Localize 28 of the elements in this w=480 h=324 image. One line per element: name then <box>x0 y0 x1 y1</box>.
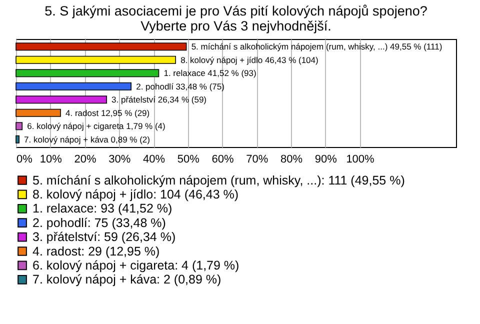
x-tick-label: 10% <box>40 154 62 166</box>
x-tick-label: 50% <box>177 154 200 166</box>
data-label: 4. radost 12,95 % (29) <box>66 108 150 118</box>
legend-label: 5. míchání s alkoholickým nápojem (rum, whisky, ...): 111 (49,55 %) <box>32 173 405 188</box>
x-tick-label: 20% <box>74 154 96 166</box>
x-tick-label: 40% <box>142 154 166 166</box>
legend-label: 6. kolový nápoj + cigareta: 4 (1,79 %) <box>32 258 240 272</box>
data-label: 7. kolový nápoj + káva 0,89 % (2) <box>24 134 150 144</box>
data-label: 2. pohodlí 33,48 % (75) <box>136 81 225 92</box>
legend-label: 4. radost: 29 (12,95 %) <box>32 244 160 258</box>
x-tick-label: 60% <box>212 154 234 166</box>
x-tick-label: 0% <box>16 154 33 166</box>
legend-label: 2. pohodlí: 75 (33,48 %) <box>32 216 166 230</box>
x-tick-label: 70% <box>246 154 268 166</box>
legend-label: 8. kolový nápoj + jídlo: 104 (46,43 %) <box>32 187 239 202</box>
legend-label: 3. přátelství: 59 (26,34 %) <box>32 230 176 244</box>
legend-label: 1. relaxace: 93 (41,52 %) <box>32 202 172 216</box>
data-label: 1. relaxace 41,52 % (93) <box>164 68 256 78</box>
data-label: 6. kolový nápoj + cigareta 1,79 % (4) <box>27 121 166 132</box>
chart-title: 5. S jakými asociacemi je pro Vás pití kolových nápojů spojeno? Vyberte pro Vás 3 nejvhodnější. <box>44 4 428 34</box>
data-label: 3. přátelství 26,34 % (59) <box>112 94 207 105</box>
x-tick-label: 30% <box>108 154 131 166</box>
x-tick-label: 90% <box>314 154 338 166</box>
legend-label: 7. kolový nápoj + káva: 2 (0,89 %) <box>32 272 222 287</box>
x-tick-label: 100% <box>346 154 375 166</box>
x-tick-label: 80% <box>280 154 303 166</box>
data-label: 8. kolový nápoj + jídlo 46,43 % (104) <box>180 54 319 65</box>
data-label: 5. míchání s alkoholickým nápojem (rum, whisky, ...) 49,55 % (111) <box>191 42 442 52</box>
